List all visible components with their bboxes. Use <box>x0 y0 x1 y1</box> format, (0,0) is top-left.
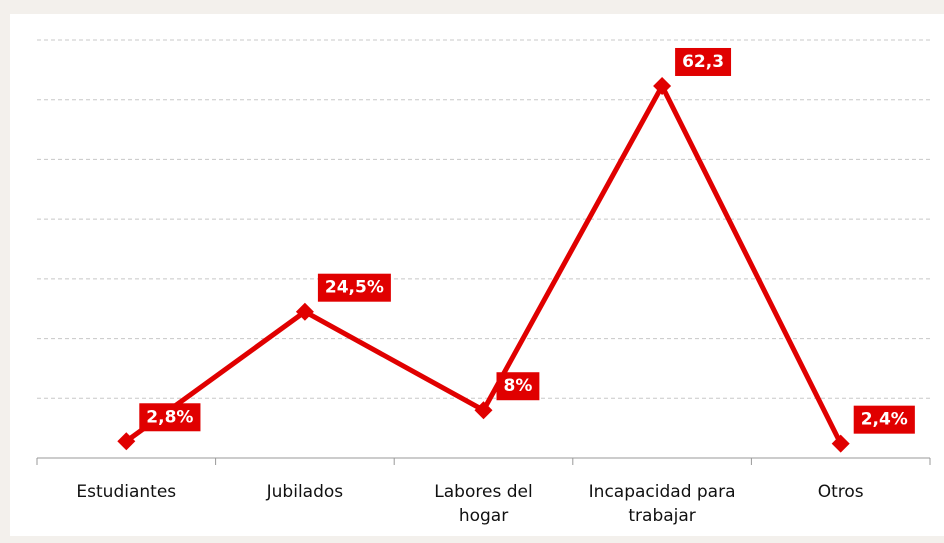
marker <box>653 76 672 95</box>
x-tick-label: Estudiantes <box>76 482 177 502</box>
x-tick-label: Labores del hogar <box>434 482 533 526</box>
marker <box>831 434 850 453</box>
data-label-box <box>317 273 391 302</box>
chart-panel <box>10 14 944 536</box>
data-label: 8% <box>496 372 540 401</box>
data-label-box <box>675 47 732 76</box>
data-label: 62,3 <box>675 47 732 76</box>
marker <box>117 432 136 451</box>
x-tick-label: Jubilados <box>266 482 344 502</box>
data-label-text: 8% <box>504 376 533 396</box>
data-label-text: 2,8% <box>146 407 193 427</box>
marker <box>295 302 314 321</box>
data-label-text: 2,4% <box>861 410 908 430</box>
line <box>124 80 843 445</box>
data-label: 2,4% <box>853 405 915 434</box>
data-label-text: 62,3 <box>682 52 724 72</box>
data-label-box <box>853 405 915 434</box>
data-label: 24,5% <box>317 273 391 302</box>
x-tick-label: Otros <box>817 482 864 502</box>
data-label-box <box>496 372 540 401</box>
marker <box>474 401 493 420</box>
data-label: 2,8% <box>139 403 201 432</box>
x-tick-label: Incapacidad para trabajar <box>588 482 736 526</box>
data-label-text: 24,5% <box>325 278 384 298</box>
data-label-box <box>139 403 201 432</box>
